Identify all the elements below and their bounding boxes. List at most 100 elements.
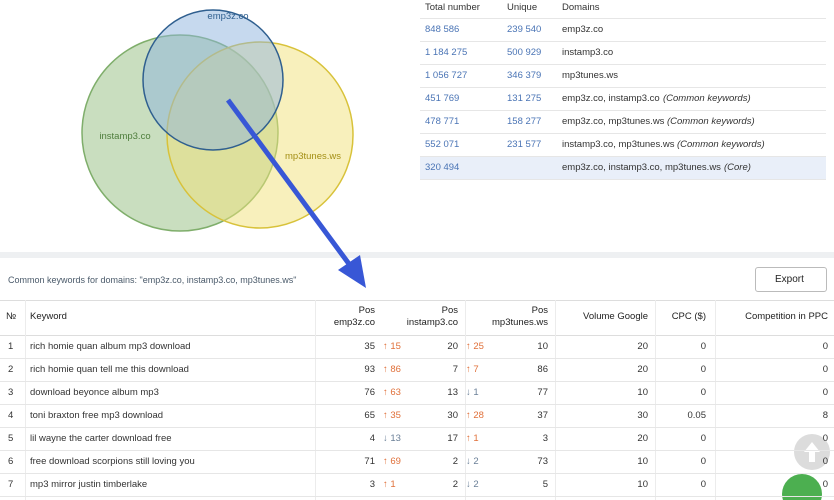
table-header-bg xyxy=(0,300,834,336)
domains: emp3z.co xyxy=(562,24,604,35)
column-header: № xyxy=(6,311,17,322)
cell: ↑ 1 xyxy=(466,433,479,444)
column-divider xyxy=(315,300,316,500)
row-divider xyxy=(0,450,834,451)
row-divider xyxy=(420,179,826,180)
venn-label: instamp3.co xyxy=(99,131,151,142)
row-divider xyxy=(420,87,826,88)
cell: 3 xyxy=(542,433,548,444)
column-header: emp3z.co xyxy=(333,317,375,328)
row-divider xyxy=(0,473,834,474)
cell: ↓ 1 xyxy=(466,387,479,398)
cell: 17 xyxy=(447,433,458,444)
caption: Common keywords for domains: "emp3z.co, … xyxy=(8,275,297,285)
unique-number: 239 540 xyxy=(507,24,542,35)
row-divider xyxy=(420,41,826,42)
cell: 10 xyxy=(537,341,548,352)
column-divider xyxy=(655,300,656,500)
cell: 3 xyxy=(369,479,375,490)
column-header: mp3tunes.ws xyxy=(492,317,548,328)
row-divider xyxy=(420,64,826,65)
total-number: 478 771 xyxy=(425,116,460,127)
cell: ↑ 15 xyxy=(383,341,401,352)
cell: ↑ 35 xyxy=(383,410,401,421)
unique-number: 131 275 xyxy=(507,93,542,104)
column-header: Pos xyxy=(441,305,458,316)
cell: 5 xyxy=(542,479,548,490)
cell: 20 xyxy=(637,364,648,375)
row-divider xyxy=(0,381,834,382)
cell: 1 xyxy=(8,341,14,352)
keyword: lil wayne the carter download free xyxy=(30,433,172,444)
cell: 86 xyxy=(537,364,548,375)
domains: mp3tunes.ws xyxy=(562,70,618,81)
column-header: Keyword xyxy=(30,311,67,322)
cell: 77 xyxy=(537,387,548,398)
venn-circle xyxy=(142,9,284,151)
keyword: mp3 mirror justin timberlake xyxy=(30,479,148,490)
row-divider xyxy=(0,496,834,497)
cell: 0 xyxy=(822,433,828,444)
venn-label: emp3z.co xyxy=(207,11,249,22)
column-header: Volume Google xyxy=(583,311,648,322)
cell: 65 xyxy=(364,410,375,421)
cell: 7 xyxy=(8,479,14,490)
cell: 71 xyxy=(364,456,375,467)
unique-number: 231 577 xyxy=(507,139,542,150)
column-header: Total number xyxy=(425,2,480,13)
column-header: Domains xyxy=(562,2,600,13)
domains: instamp3.co xyxy=(562,47,614,58)
domains: emp3z.co, instamp3.co, mp3tunes.ws xyxy=(562,162,721,173)
cell: 2 xyxy=(452,456,458,467)
domains-note: (Common keywords) xyxy=(677,139,765,150)
domains-note: (Core) xyxy=(724,162,751,173)
cell: ↑ 63 xyxy=(383,387,401,398)
row-divider xyxy=(0,404,834,405)
scroll-icon xyxy=(804,442,820,462)
export-button[interactable] xyxy=(755,267,827,292)
total-number: 1 184 275 xyxy=(425,47,468,58)
cell: 37 xyxy=(537,410,548,421)
domains-note: (Common keywords) xyxy=(663,93,751,104)
arrow-head xyxy=(338,255,366,288)
row-divider xyxy=(420,110,826,111)
column-header: Unique xyxy=(507,2,538,13)
column-header: Pos xyxy=(358,305,375,316)
unique-number: 158 277 xyxy=(507,116,542,127)
column-divider xyxy=(555,300,556,500)
cell: ↑ 7 xyxy=(466,364,479,375)
keyword: download beyonce album mp3 xyxy=(30,387,159,398)
cell: 13 xyxy=(447,387,458,398)
cell: 73 xyxy=(537,456,548,467)
keyword: rich homie quan tell me this download xyxy=(30,364,189,375)
cell: 76 xyxy=(364,387,375,398)
cell: 20 xyxy=(637,341,648,352)
total-number: 848 586 xyxy=(425,24,460,35)
cell: 0 xyxy=(700,479,706,490)
column-divider xyxy=(465,300,466,500)
cell: 2 xyxy=(452,479,458,490)
cell: 0 xyxy=(700,364,706,375)
cell: 30 xyxy=(447,410,458,421)
unique-number: 500 929 xyxy=(507,47,542,58)
cell: 30 xyxy=(637,410,648,421)
cell: 0 xyxy=(822,387,828,398)
cell: 5 xyxy=(8,433,14,444)
cell: ↑ 69 xyxy=(383,456,401,467)
column-divider xyxy=(25,300,26,500)
keyword: free download scorpions still loving you xyxy=(30,456,195,467)
cell: 10 xyxy=(637,479,648,490)
cell: ↑ 25 xyxy=(466,341,484,352)
column-header: Pos xyxy=(531,305,548,316)
column-header: Competition in PPC xyxy=(745,311,828,322)
export-label[interactable]: Export xyxy=(775,274,804,285)
section-divider xyxy=(0,252,834,258)
row-divider xyxy=(420,156,826,157)
keyword: rich homie quan album mp3 download xyxy=(30,341,191,352)
cell: 10 xyxy=(637,456,648,467)
cell: 35 xyxy=(364,341,375,352)
cell: 20 xyxy=(447,341,458,352)
cell: 7 xyxy=(452,364,458,375)
cell: 0.05 xyxy=(687,410,707,421)
